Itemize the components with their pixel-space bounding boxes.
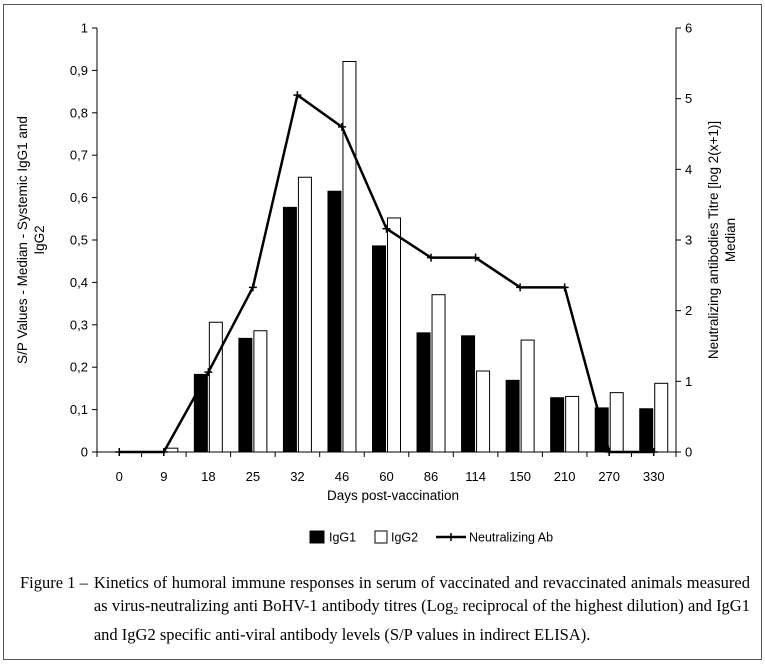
bar-igg2-210 — [565, 395, 580, 453]
left-tick-label: 0,7 — [70, 148, 88, 163]
left-tick-label: 0,1 — [70, 402, 88, 417]
right-tick-label: 5 — [685, 91, 692, 106]
axes-layer — [92, 27, 681, 457]
bar-igg2-86 — [431, 294, 446, 453]
neutralizing-ab-marker-150 — [516, 283, 525, 292]
labels-layer: Days post-vaccination 0 0,1 0,2 0,3 0,4 0,5 0,… — [15, 21, 738, 504]
left-tick-label: 0,6 — [70, 190, 88, 205]
bar-igg2-330 — [654, 382, 669, 453]
bar-igg1-114 — [461, 335, 476, 453]
bars-layer — [164, 60, 669, 453]
left-tick-label: 0,4 — [70, 275, 88, 290]
right-tick-label: 0 — [685, 445, 692, 460]
neutralizing-ab-marker-114 — [471, 253, 480, 262]
bar-igg2-270 — [609, 392, 624, 453]
bar-igg2-46 — [342, 60, 357, 453]
bar-igg1-32 — [282, 206, 297, 453]
x-tick-label: 46 — [335, 469, 349, 484]
bar-igg1-330 — [639, 408, 654, 453]
figure-caption: Figure 1 – Kinetics of humoral immune re… — [20, 571, 750, 646]
left-tick-label: 0,2 — [70, 360, 88, 375]
x-tick-label: 114 — [465, 469, 486, 484]
x-tick-label: 9 — [160, 469, 167, 484]
neutralizing-ab-marker-60 — [382, 224, 391, 233]
bar-igg2-114 — [476, 370, 491, 453]
legend-swatch-igg1 — [309, 530, 325, 544]
left-tick-label: 1 — [81, 21, 88, 36]
neutralizing-ab-marker-25 — [248, 283, 257, 292]
bar-igg1-210 — [550, 397, 565, 453]
x-tick-label: 150 — [509, 469, 531, 484]
bar-igg2-150 — [520, 339, 535, 453]
y-axis-label-line1: S/P Values - Median - Systemic IgG1 and — [15, 116, 30, 364]
legend-swatch-igg2 — [374, 530, 388, 544]
neutralizing-ab-marker-46 — [337, 122, 346, 131]
right-tick-label: 1 — [685, 374, 692, 389]
caption-text-part1: Kinetics of humoral immune responses in … — [93, 573, 750, 615]
legend: IgG1 IgG2 Neutralizing Ab — [309, 530, 553, 545]
neutralizing-ab-marker-330 — [649, 448, 658, 456]
neutralizing-ab-marker-18 — [204, 368, 213, 377]
x-tick-label: 60 — [379, 469, 393, 484]
x-tick-label: 270 — [598, 469, 620, 484]
y2-axis-label-line1: Neutralizing antibodies Titre [log 2(x+1… — [706, 121, 721, 359]
neutralizing-ab-marker-0 — [115, 448, 124, 456]
left-tick-label: 0,8 — [70, 105, 88, 120]
left-tick-label: 0,5 — [70, 233, 88, 248]
right-tick-label: 3 — [685, 233, 692, 248]
neutralizing-ab-marker-270 — [605, 448, 614, 456]
y-axis-label: S/P Values - Median - Systemic IgG1 and I… — [15, 116, 47, 364]
neutralizing-ab-marker-210 — [560, 283, 569, 292]
x-tick-label: 18 — [201, 469, 215, 484]
right-tick-label: 2 — [685, 303, 692, 318]
right-tick-label: 4 — [685, 162, 692, 177]
x-tick-label: 86 — [424, 469, 438, 484]
legend-label-igg2: IgG2 — [391, 531, 418, 545]
bar-igg1-60 — [372, 245, 386, 453]
legend-label-igg1: IgG1 — [329, 531, 356, 545]
y2-axis-label: Neutralizing antibodies Titre [log 2(x+1… — [706, 121, 738, 359]
x-tick-label: 0 — [116, 469, 123, 484]
chart: Days post-vaccination 0 0,1 0,2 0,3 0,4 0,5 0,… — [15, 21, 738, 545]
bar-igg1-25 — [238, 337, 253, 453]
caption-text-part2: reciprocal of the highest dilution) and … — [93, 596, 750, 644]
figure-frame — [3, 4, 762, 660]
right-tick-label: 6 — [685, 21, 692, 36]
caption-text: Kinetics of humoral immune responses in … — [94, 571, 750, 646]
bar-igg1-150 — [505, 379, 520, 453]
neutralizing-ab-marker-9 — [159, 448, 168, 456]
legend-label-neutralizing: Neutralizing Ab — [469, 531, 553, 545]
x-axis-label: Days post-vaccination — [327, 488, 459, 503]
left-tick-label: 0 — [81, 445, 88, 460]
bar-igg2-60 — [387, 217, 401, 453]
legend-marker-neutralizing — [447, 533, 455, 541]
caption-subscript: 2 — [453, 606, 459, 617]
x-tick-label: 210 — [554, 469, 576, 484]
left-tick-label: 0,3 — [70, 317, 88, 332]
bar-igg2-32 — [297, 176, 312, 453]
neutralizing-ab-marker-86 — [427, 253, 436, 262]
left-tick-label: 0,9 — [70, 63, 88, 78]
bar-igg1-46 — [327, 190, 342, 453]
x-tick-label: 330 — [643, 469, 665, 484]
bar-igg1-86 — [416, 332, 431, 453]
y2-axis-label-line2: Median — [723, 218, 738, 262]
caption-label: Figure 1 – — [20, 573, 88, 592]
y-axis-label-line2: IgG2 — [32, 225, 47, 254]
bar-igg2-25 — [253, 330, 268, 453]
x-tick-label: 25 — [246, 469, 260, 484]
line-layer — [115, 91, 658, 456]
bar-igg2-18 — [208, 321, 223, 453]
x-tick-label: 32 — [290, 469, 304, 484]
neutralizing-ab-marker-32 — [293, 91, 302, 100]
